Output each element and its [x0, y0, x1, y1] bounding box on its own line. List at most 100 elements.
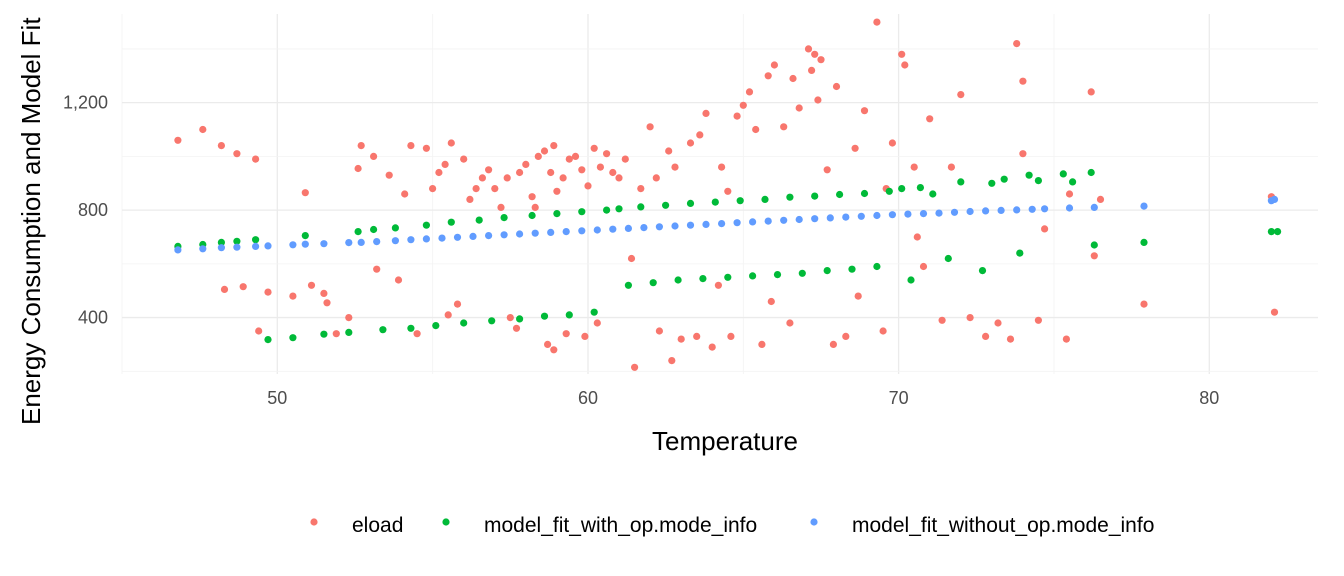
data-point: [307, 281, 316, 289]
data-point: [1270, 308, 1279, 316]
data-point: [345, 239, 353, 247]
data-point: [485, 166, 493, 174]
data-point: [739, 101, 747, 109]
x-tick-label: 50: [267, 388, 287, 408]
data-point: [444, 311, 452, 319]
data-point: [907, 276, 915, 284]
data-point: [217, 244, 225, 252]
data-point: [516, 230, 524, 238]
data-point: [500, 231, 508, 239]
data-point: [761, 195, 769, 203]
data-point: [540, 147, 549, 155]
data-point: [503, 174, 511, 182]
data-point: [553, 210, 561, 218]
data-point: [718, 220, 726, 228]
data-point: [413, 330, 421, 338]
data-point: [441, 160, 449, 168]
data-point: [528, 193, 536, 201]
data-point: [677, 335, 685, 343]
data-point: [407, 236, 415, 244]
data-point: [621, 155, 629, 163]
series-model_fit_without_op.mode_info: [174, 195, 1279, 254]
data-point: [320, 240, 328, 248]
data-point: [982, 207, 990, 215]
data-point: [988, 179, 996, 187]
data-point: [571, 152, 580, 160]
y-tick-label: 800: [78, 200, 108, 220]
legend: eload model_fit_with_op.mode_info model_fi…: [310, 514, 1154, 537]
legend-item: model_fit_without_op.mode_info: [810, 514, 1154, 537]
data-point: [512, 324, 521, 332]
series-eload: [174, 18, 1279, 371]
data-point: [394, 276, 403, 284]
data-point: [475, 216, 483, 224]
data-point: [323, 299, 331, 307]
data-point: [447, 139, 455, 147]
data-point: [795, 104, 803, 112]
data-point: [879, 327, 887, 335]
data-point: [516, 315, 524, 323]
data-point: [438, 234, 446, 242]
data-point: [770, 61, 779, 69]
data-point: [370, 152, 378, 160]
data-point: [1090, 203, 1098, 211]
x-axis-title: Temperature: [652, 426, 798, 456]
data-point: [301, 189, 309, 197]
data-point: [640, 224, 648, 232]
data-point: [590, 308, 598, 316]
data-point: [1034, 177, 1042, 185]
data-point: [255, 327, 263, 335]
data-point: [391, 224, 399, 232]
x-tick-label: 80: [1199, 388, 1219, 408]
data-point: [174, 136, 182, 144]
data-point: [898, 50, 906, 58]
data-point: [637, 203, 645, 211]
data-point: [745, 88, 754, 96]
data-point: [357, 142, 365, 150]
data-point: [1006, 335, 1015, 343]
data-point: [357, 238, 365, 246]
data-point: [826, 214, 834, 222]
data-point: [562, 330, 570, 338]
data-point: [217, 142, 225, 150]
data-point: [373, 238, 381, 246]
data-point: [252, 242, 260, 250]
data-point: [289, 292, 297, 300]
data-point: [758, 340, 766, 348]
data-point: [497, 203, 505, 211]
data-point: [696, 131, 704, 139]
data-point: [749, 218, 757, 226]
data-point: [668, 357, 676, 365]
data-point: [422, 144, 430, 152]
data-point: [506, 314, 514, 322]
data-point: [373, 265, 381, 273]
data-point: [627, 254, 636, 263]
data-point: [686, 221, 695, 229]
data-point: [174, 246, 182, 254]
data-point: [966, 314, 974, 322]
data-point: [264, 336, 272, 344]
data-point: [547, 228, 555, 236]
data-point: [1087, 88, 1095, 96]
legend-key: [442, 518, 450, 526]
data-point: [289, 334, 297, 342]
data-point: [851, 144, 859, 152]
data-point: [559, 174, 567, 182]
data-point: [711, 198, 719, 206]
data-point: [345, 314, 353, 322]
data-point: [767, 297, 775, 306]
data-point: [264, 242, 272, 250]
data-point: [407, 142, 415, 150]
data-point: [829, 340, 838, 348]
data-point: [478, 174, 486, 182]
data-point: [1087, 168, 1095, 177]
data-point: [1140, 202, 1148, 210]
data-point: [1090, 241, 1098, 249]
data-point: [540, 312, 549, 320]
data-point: [808, 66, 816, 74]
legend-item: model_fit_with_op.mode_info: [442, 514, 757, 537]
legend-key: [310, 518, 318, 526]
axis-ticks: 50 60 70 80 400 800 1,200: [63, 93, 1219, 408]
data-point: [534, 152, 542, 160]
data-point: [795, 215, 803, 224]
